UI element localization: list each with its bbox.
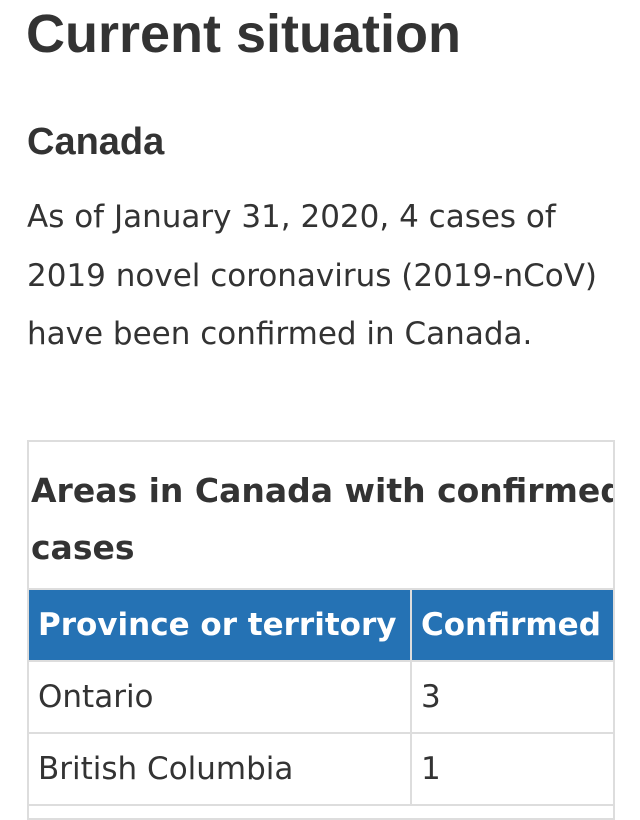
table-header-row: Province or territory Confirmed [29,588,613,662]
cases-table-container[interactable]: Areas in Canada with confirmed cases Pro… [27,440,615,820]
column-header-confirmed: Confirmed [410,588,613,662]
table-row: British Columbia 1 [29,732,613,806]
page-title: Current situation [26,4,462,64]
confirmed-cell: 1 [410,732,613,806]
table-caption: Areas in Canada with confirmed cases [31,471,615,567]
table-row: Ontario 3 [29,660,613,734]
province-cell: Ontario [29,660,412,734]
column-header-province: Province or territory [29,588,412,662]
province-cell: British Columbia [29,732,412,806]
confirmed-cell: 3 [410,660,613,734]
section-heading-canada: Canada [27,121,165,163]
cases-table: Province or territory Confirmed Ontario … [29,588,613,806]
intro-paragraph: As of January 31, 2020, 4 cases of 2019 … [27,199,598,352]
